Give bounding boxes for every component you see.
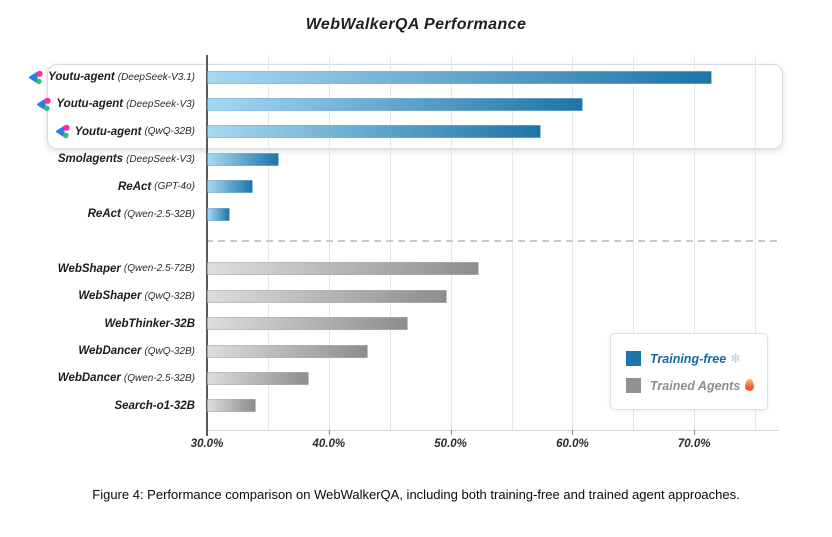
- agent-model: (GPT-4o): [154, 181, 195, 193]
- snowflake-icon: ❄: [730, 350, 742, 366]
- bar-label: WebDancer (QwQ-32B): [0, 342, 201, 360]
- agent-model: (Qwen-2.5-72B): [123, 263, 195, 275]
- bar-label: Youtu-agent (QwQ-32B): [0, 123, 201, 141]
- bar: [207, 152, 279, 166]
- x-tick-label: 60.0%: [556, 438, 589, 450]
- x-tick-mark: [694, 430, 696, 435]
- x-tick-label: 50.0%: [434, 438, 467, 450]
- bar-label: Search-o1-32B: [0, 397, 201, 415]
- gridline: [633, 55, 635, 430]
- bar: [207, 317, 408, 331]
- agent-name: WebShaper: [57, 262, 121, 275]
- trained-agents-swatch: [626, 377, 641, 393]
- gridline: [572, 55, 574, 430]
- agent-model: (QwQ-32B): [144, 290, 195, 302]
- bar: [207, 180, 254, 194]
- chart-title: WebWalkerQA Performance: [305, 16, 527, 33]
- agent-model: (Qwen-2.5-32B): [123, 208, 195, 220]
- bar-label: WebDancer (Qwen-2.5-32B): [0, 369, 201, 387]
- flame-icon: [745, 378, 755, 391]
- agent-name: Youtu-agent: [56, 98, 124, 111]
- bar-label: Smolagents (DeepSeek-V3): [0, 150, 201, 168]
- agent-model: (DeepSeek-V3): [126, 98, 195, 110]
- gridline: [450, 55, 452, 430]
- bar-label: WebThinker-32B: [0, 315, 201, 333]
- legend: Training-free ❄ Trained Agents: [610, 333, 768, 410]
- agent-name: WebThinker-32B: [104, 317, 195, 330]
- gridline: [328, 55, 330, 430]
- legend-item-training-free: Training-free ❄: [626, 351, 767, 367]
- gridline: [755, 55, 757, 430]
- bar: [207, 70, 713, 84]
- bar: [207, 289, 447, 303]
- x-tick-mark: [328, 430, 330, 435]
- legend-label-trained-agents: Trained Agents: [650, 378, 755, 393]
- x-axis-line: [207, 430, 779, 431]
- bar: [207, 207, 231, 221]
- agent-name: Smolagents: [57, 153, 124, 166]
- youtu-agent-logo-icon: [55, 124, 70, 139]
- agent-model: (QwQ-32B): [144, 345, 195, 357]
- youtu-agent-logo-icon: [37, 97, 52, 112]
- legend-label-training-free: Training-free ❄: [650, 350, 742, 366]
- agent-name: Search-o1-32B: [114, 399, 195, 412]
- agent-name: WebShaper: [78, 290, 142, 303]
- agent-name: ReAct: [118, 180, 152, 193]
- x-tick-mark: [572, 430, 574, 435]
- x-tick-mark: [450, 430, 452, 435]
- bar: [207, 371, 310, 385]
- bar-label: Youtu-agent (DeepSeek-V3): [0, 95, 201, 113]
- bar: [207, 344, 368, 358]
- x-tick-label: 70.0%: [677, 438, 711, 450]
- gridline: [267, 55, 269, 430]
- agent-model: (DeepSeek-V3.1): [117, 71, 195, 83]
- agent-model: (DeepSeek-V3): [126, 153, 195, 165]
- gridline: [694, 55, 696, 430]
- agent-name: ReAct: [87, 208, 121, 220]
- group-divider-dashed-line: [206, 240, 780, 242]
- youtu-agent-logo-icon: [29, 70, 43, 84]
- agent-name: WebDancer: [57, 372, 121, 385]
- bar: [207, 125, 541, 139]
- bar-label: ReAct (GPT-4o): [0, 178, 201, 196]
- bar-label: WebShaper (Qwen-2.5-72B): [0, 260, 201, 278]
- training-free-swatch: [626, 351, 641, 366]
- bar-chart: WebWalkerQA Performance Youtu-agent (Deep…: [0, 16, 783, 450]
- agent-name: Youtu-agent: [48, 71, 115, 83]
- bar-label: WebShaper (QwQ-32B): [0, 287, 201, 305]
- bar: [207, 262, 479, 276]
- bar-label: Youtu-agent (DeepSeek-V3.1): [0, 68, 201, 86]
- gridline: [511, 55, 513, 430]
- figure-caption: Figure 4: Performance comparison on WebW…: [92, 487, 740, 502]
- x-tick-label: 40.0%: [312, 438, 346, 450]
- bar: [207, 97, 584, 111]
- gridline: [389, 55, 391, 430]
- agent-name: WebDancer: [78, 345, 142, 357]
- agent-model: (Qwen-2.5-32B): [123, 372, 195, 384]
- legend-item-trained-agents: Trained Agents: [626, 377, 767, 393]
- bar-label: ReAct (Qwen-2.5-32B): [0, 205, 201, 223]
- agent-model: (QwQ-32B): [144, 126, 195, 138]
- y-axis-line: [206, 55, 208, 436]
- x-tick-label: 30.0%: [190, 438, 224, 450]
- agent-name: Youtu-agent: [74, 125, 142, 138]
- bar: [207, 399, 256, 413]
